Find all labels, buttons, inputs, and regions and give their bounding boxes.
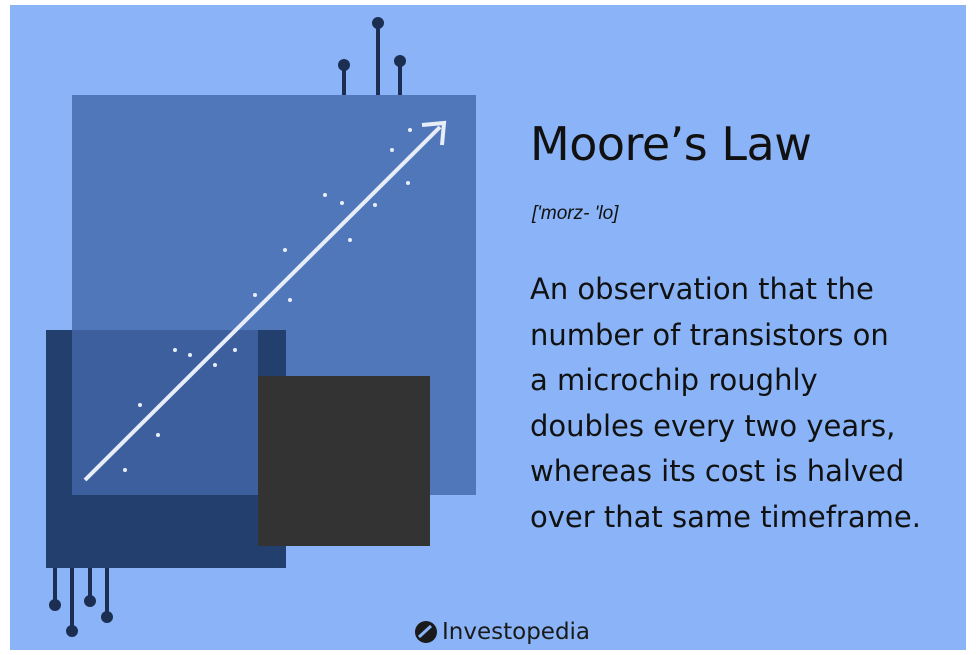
definition-line: over that same timeframe. — [530, 495, 921, 541]
definition-line: number of transistors on — [530, 313, 921, 359]
definition-line: doubles every two years, — [530, 404, 921, 450]
title: Moore’s Law — [530, 117, 811, 171]
definition-line: An observation that the — [530, 267, 921, 313]
brand-logo — [414, 619, 438, 645]
definition-line: whereas its cost is halved — [530, 449, 921, 495]
definition-line: a microchip roughly — [530, 358, 921, 404]
card: Moore’s Law ['morz- 'lo] An observation … — [10, 5, 966, 650]
pronunciation: ['morz- 'lo] — [532, 203, 618, 225]
brand: Investopedia — [442, 619, 590, 645]
